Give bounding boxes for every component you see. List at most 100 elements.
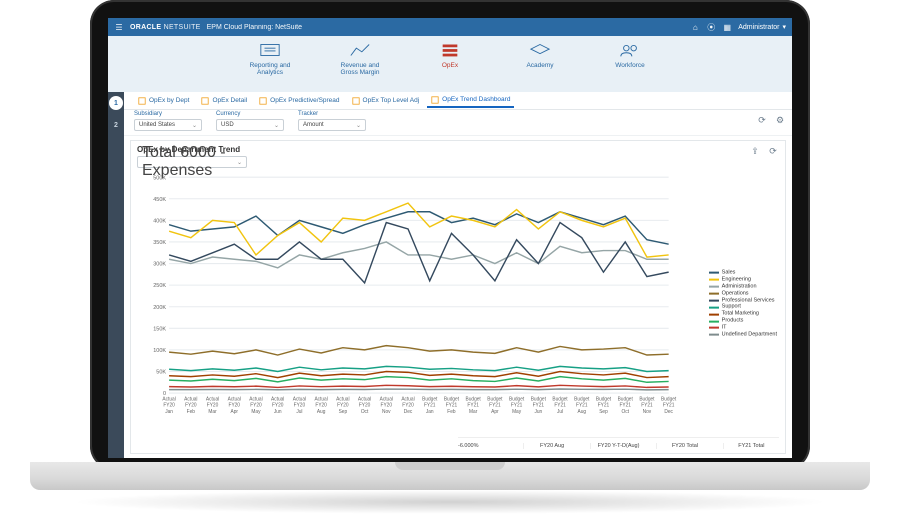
accessibility-icon[interactable]: ⦿ — [706, 22, 716, 32]
svg-text:50K: 50K — [156, 370, 166, 376]
stack-icon — [439, 42, 461, 58]
svg-text:Budget: Budget — [444, 396, 460, 402]
svg-text:0: 0 — [163, 391, 166, 397]
svg-text:Aug: Aug — [578, 409, 587, 415]
legend-item: Operations — [709, 290, 777, 297]
svg-text:May: May — [251, 409, 261, 415]
filter-subsidiary-select[interactable]: United States ⌄ — [134, 119, 202, 131]
legend-item: Products — [709, 318, 777, 325]
svg-text:Actual: Actual — [206, 396, 219, 402]
menu-icon[interactable]: ☰ — [114, 22, 124, 32]
export-icon[interactable]: ⇪ — [749, 145, 761, 157]
svg-text:FY20: FY20 — [163, 403, 175, 409]
nav-item-reporting[interactable]: Reporting andAnalytics — [238, 42, 302, 77]
user-menu[interactable]: Administrator ▾ — [738, 23, 786, 31]
app-title: EPM Cloud Planning: NetSuite — [207, 24, 302, 31]
home-icon[interactable]: ⌂ — [690, 22, 700, 32]
svg-text:Actual: Actual — [314, 396, 327, 402]
nav-item-opex[interactable]: OpEx — [418, 42, 482, 69]
legend-swatch — [709, 334, 719, 336]
legend-label: Professional Services — [722, 297, 775, 304]
tab[interactable]: OpEx Top Level Adj — [348, 95, 424, 107]
filter-subsidiary: Subsidiary United States ⌄ — [134, 111, 202, 131]
step-1[interactable]: 1 — [109, 96, 123, 110]
nav-label: Academy — [508, 62, 572, 69]
legend-swatch — [709, 272, 719, 274]
legend-item: Support — [709, 304, 777, 311]
svg-text:FY20: FY20 — [250, 403, 262, 409]
svg-text:FY21: FY21 — [576, 403, 588, 409]
step-2[interactable]: 2 — [109, 118, 123, 132]
legend-label: Engineering — [722, 277, 751, 284]
refresh-icon[interactable]: ⟳ — [767, 145, 779, 157]
tab-icon — [352, 97, 360, 105]
svg-text:Actual: Actual — [380, 396, 393, 402]
filter-tracker-select[interactable]: Amount ⌄ — [298, 119, 366, 131]
svg-text:Jan: Jan — [165, 409, 173, 415]
svg-text:Budget: Budget — [661, 396, 677, 402]
svg-text:Budget: Budget — [509, 396, 525, 402]
filter-subsidiary-value: United States — [139, 122, 175, 128]
svg-text:FY20: FY20 — [229, 403, 241, 409]
svg-text:FY20: FY20 — [294, 403, 306, 409]
legend-label: Administration — [722, 283, 757, 290]
tab-icon — [431, 96, 439, 104]
legend-item: IT — [709, 325, 777, 332]
tab[interactable]: OpEx by Dept — [134, 95, 193, 107]
legend-item: Undefined Department — [709, 332, 777, 339]
chevron-down-icon: ⌄ — [192, 122, 197, 129]
svg-text:FY21: FY21 — [533, 403, 545, 409]
settings-icon[interactable]: ⚙ — [774, 114, 786, 126]
svg-text:FY20: FY20 — [272, 403, 284, 409]
filter-subsidiary-label: Subsidiary — [134, 111, 202, 117]
svg-text:Feb: Feb — [187, 409, 196, 415]
svg-text:FY21: FY21 — [467, 403, 479, 409]
legend-item: Total Marketing — [709, 311, 777, 318]
svg-text:Apr: Apr — [231, 409, 239, 415]
svg-text:200K: 200K — [153, 305, 166, 311]
legend-swatch — [709, 279, 719, 281]
account-select[interactable]: Total 6000 - Expenses ⌄ — [137, 156, 247, 168]
user-label: Administrator — [738, 24, 779, 31]
svg-text:FY20: FY20 — [337, 403, 349, 409]
tab-icon — [201, 97, 209, 105]
chevron-down-icon: ⌄ — [356, 122, 361, 129]
svg-text:Jun: Jun — [274, 409, 282, 415]
svg-text:Budget: Budget — [574, 396, 590, 402]
nav-item-workforce[interactable]: Workforce — [598, 42, 662, 69]
svg-text:Dec: Dec — [404, 409, 413, 415]
summary-cell: FY20 Aug — [523, 443, 579, 449]
nav-item-revenue[interactable]: Revenue andGross Margin — [328, 42, 392, 77]
chart-legend: SalesEngineeringAdministrationOperations… — [709, 270, 777, 339]
brand: ORACLE NETSUITE — [130, 24, 201, 31]
svg-text:May: May — [512, 409, 522, 415]
filter-bar: Subsidiary United States ⌄ Currency USD … — [124, 110, 792, 136]
filter-tracker-value: Amount — [303, 122, 324, 128]
svg-text:Feb: Feb — [447, 409, 456, 415]
svg-text:FY20: FY20 — [207, 403, 219, 409]
nav-label: Revenue andGross Margin — [328, 62, 392, 77]
svg-text:Budget: Budget — [552, 396, 568, 402]
nav-item-academy[interactable]: Academy — [508, 42, 572, 69]
svg-text:Budget: Budget — [596, 396, 612, 402]
svg-text:500K: 500K — [153, 175, 166, 181]
svg-text:Budget: Budget — [487, 396, 503, 402]
svg-text:FY20: FY20 — [381, 403, 393, 409]
filter-toolbar: ⟳ ⚙ — [756, 114, 786, 126]
brand-main: ORACLE — [130, 24, 161, 31]
svg-text:Jul: Jul — [557, 409, 563, 415]
apps-icon[interactable]: ▦ — [722, 22, 732, 32]
legend-swatch — [709, 313, 719, 315]
summary-cell: FY21 Total — [723, 443, 779, 449]
tab[interactable]: OpEx Trend Dashboard — [427, 94, 514, 108]
tab[interactable]: OpEx Detail — [197, 95, 251, 107]
nav-label: OpEx — [418, 62, 482, 69]
filter-currency-select[interactable]: USD ⌄ — [216, 119, 284, 131]
laptop-frame: ☰ ORACLE NETSUITE EPM Cloud Planning: Ne… — [90, 0, 810, 470]
tab[interactable]: OpEx Predictive/Spread — [255, 95, 343, 107]
svg-text:Budget: Budget — [618, 396, 634, 402]
filter-tracker-label: Tracker — [298, 111, 366, 117]
refresh-icon[interactable]: ⟳ — [756, 114, 768, 126]
legend-label: Support — [722, 304, 741, 311]
svg-text:Budget: Budget — [639, 396, 655, 402]
